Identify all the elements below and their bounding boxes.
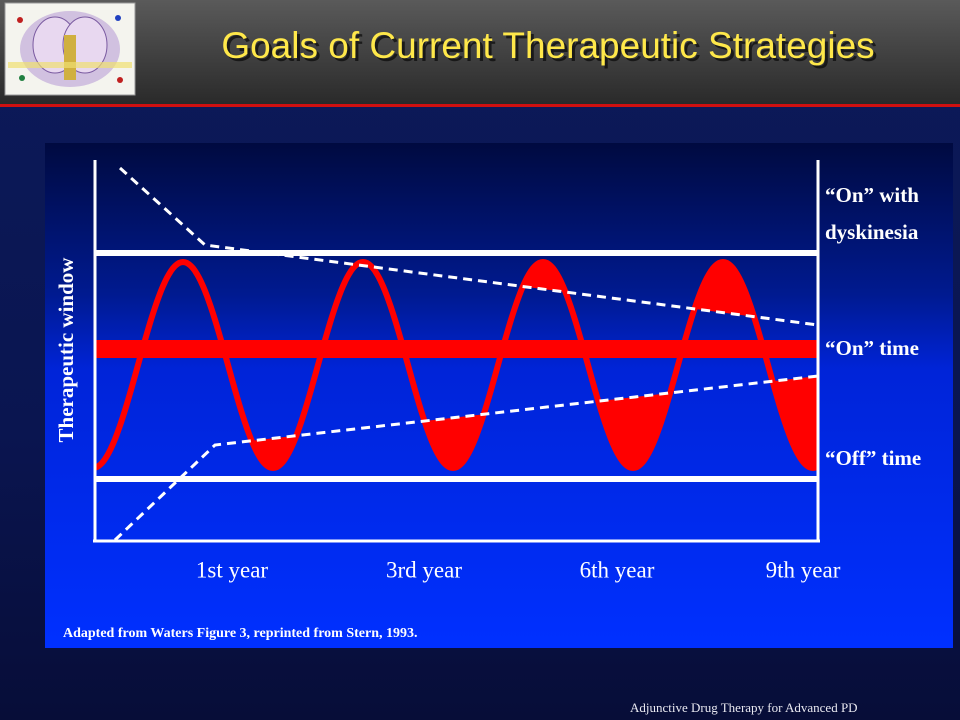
zone-label: “On” time	[825, 336, 919, 360]
zone-label: “On” with	[825, 183, 919, 207]
dyskinesia-threshold	[118, 166, 819, 327]
title-shadow: Goals of Current Therapeutic Strategies	[224, 28, 877, 69]
x-label: 6th year	[580, 557, 655, 582]
title: Goals of Current Therapeutic Strategies	[221, 25, 874, 66]
footer: Adjunctive Drug Therapy for Advanced PD	[630, 700, 858, 715]
header-rule	[0, 104, 960, 107]
levodopa-wave	[94, 258, 818, 472]
off-threshold	[113, 374, 819, 542]
x-label: 9th year	[766, 557, 841, 582]
x-label: 1st year	[196, 557, 269, 582]
source-note: Adapted from Waters Figure 3, reprinted …	[63, 626, 418, 641]
x-label: 3rd year	[386, 557, 462, 582]
logo	[4, 2, 136, 96]
on-time-band	[95, 340, 818, 358]
header-bar	[0, 0, 960, 104]
y-axis-label: Therapeutic window	[54, 257, 78, 443]
zone-label: “Off” time	[825, 446, 921, 470]
zone-label: dyskinesia	[825, 220, 919, 244]
